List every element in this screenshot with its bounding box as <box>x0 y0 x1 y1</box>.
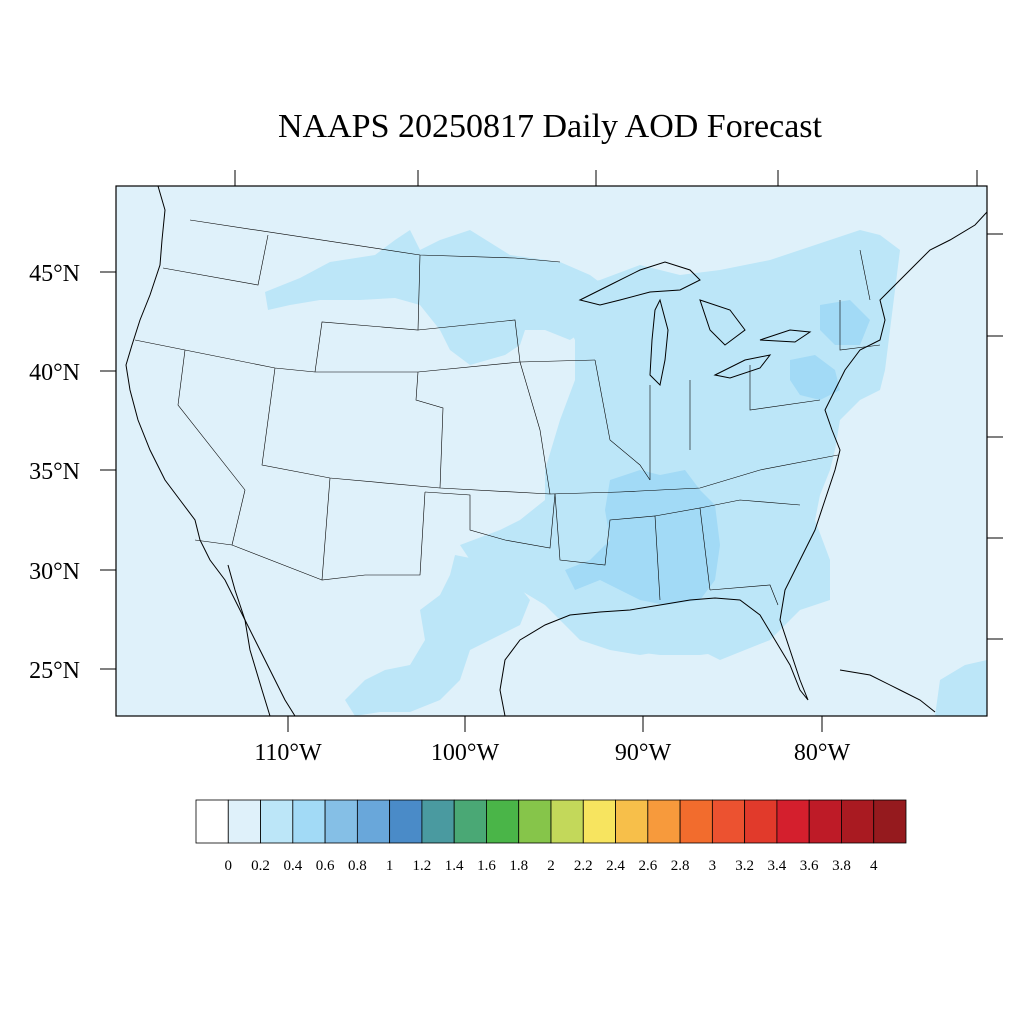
colorbar-swatch <box>421 799 455 844</box>
colorbar-swatch <box>292 799 326 844</box>
lon-labels: 110°W 100°W 90°W 80°W <box>254 740 850 766</box>
colorbar-swatch <box>356 799 391 844</box>
lat-label-30: 30°N <box>29 559 80 585</box>
colorbar-swatch <box>647 799 681 844</box>
great-lakes-ontario <box>759 329 812 343</box>
great-lakes-huron <box>699 299 746 346</box>
colorbar-swatch <box>615 799 649 844</box>
aod-region-northeast-patch <box>820 300 870 345</box>
colorbar-swatch <box>873 799 907 844</box>
colorbar-label: 3.8 <box>832 858 851 874</box>
colorbar-label: 1.2 <box>413 858 432 874</box>
aod-region-caribbean <box>935 660 987 716</box>
colorbar-label: 3.4 <box>768 858 787 874</box>
great-lakes-michigan <box>649 298 669 387</box>
great-lakes-superior <box>578 261 701 306</box>
lat-label-40: 40°N <box>29 360 80 386</box>
state-borders <box>134 219 881 606</box>
aod-region-lower-mississippi <box>565 470 720 605</box>
colorbar-label: 0 <box>225 858 233 874</box>
cuba <box>839 669 936 713</box>
aod-region-midwest <box>600 340 760 460</box>
colorbar-label: 1 <box>386 858 394 874</box>
gulf-coast <box>499 211 987 716</box>
lat-labels: 25°N 30°N 35°N 40°N 45°N <box>29 261 80 684</box>
colorbar-label: 1.4 <box>445 858 464 874</box>
colorbar-swatch <box>841 799 875 844</box>
colorbar-swatch <box>324 799 358 844</box>
colorbar-label: 2.6 <box>638 858 657 874</box>
map-title: NAAPS 20250817 Daily AOD Forecast <box>278 108 822 145</box>
coastlines <box>125 186 987 716</box>
aod-region-gulf <box>575 600 770 655</box>
colorbar-label: 3 <box>709 858 717 874</box>
colorbar-label: 3.2 <box>735 858 754 874</box>
ticks <box>100 170 1003 732</box>
lon-label-80: 80°W <box>794 740 851 766</box>
colorbar-label: 2.4 <box>606 858 625 874</box>
colorbar-label: 0.6 <box>316 858 335 874</box>
colorbar-label: 0.4 <box>283 858 302 874</box>
lat-label-45: 45°N <box>29 261 80 287</box>
colorbar-swatch <box>227 799 261 844</box>
colorbar-label: 1.8 <box>509 858 528 874</box>
colorbar-swatch <box>486 799 520 844</box>
colorbar-label: 4 <box>870 858 878 874</box>
colorbar-swatch <box>776 799 810 844</box>
colorbar-swatch <box>711 799 746 844</box>
colorbar <box>195 799 907 844</box>
aod-shading <box>265 230 987 716</box>
aod-region-mid-atlantic <box>790 355 840 400</box>
lat-label-25: 25°N <box>29 658 80 684</box>
colorbar-swatch <box>389 799 423 844</box>
aod-region-northern-plains <box>265 230 610 365</box>
colorbar-label: 2.2 <box>574 858 593 874</box>
lon-label-110: 110°W <box>254 740 322 766</box>
colorbar-label: 3.6 <box>800 858 819 874</box>
west-coast <box>125 186 296 716</box>
colorbar-label: 0.8 <box>348 858 367 874</box>
colorbar-swatch <box>808 799 842 844</box>
lat-label-35: 35°N <box>29 459 80 485</box>
colorbar-swatch <box>195 799 229 844</box>
colorbar-label: 1.6 <box>477 858 496 874</box>
colorbar-swatch <box>260 799 294 844</box>
colorbar-swatch <box>679 799 713 844</box>
lon-label-100: 100°W <box>431 740 500 766</box>
great-lakes-erie <box>713 354 772 379</box>
colorbar-label: 2 <box>547 858 555 874</box>
aod-region-texas-mexico <box>345 555 530 716</box>
colorbar-swatch <box>518 799 552 844</box>
colorbar-swatch <box>582 799 616 844</box>
colorbar-swatch <box>744 799 778 844</box>
colorbar-swatch <box>550 799 584 844</box>
map-frame <box>115 185 988 717</box>
colorbar-swatch <box>453 799 487 844</box>
colorbar-label: 0.2 <box>251 858 270 874</box>
colorbar-label: 2.8 <box>671 858 690 874</box>
baja-coast <box>227 564 271 716</box>
lon-label-90: 90°W <box>615 740 672 766</box>
colorbar-labels: 0 0.2 0.4 0.6 0.8 1 1.2 1.4 1.6 1.8 2 2.2 2.4 2.6 2.8 3… <box>225 858 878 874</box>
